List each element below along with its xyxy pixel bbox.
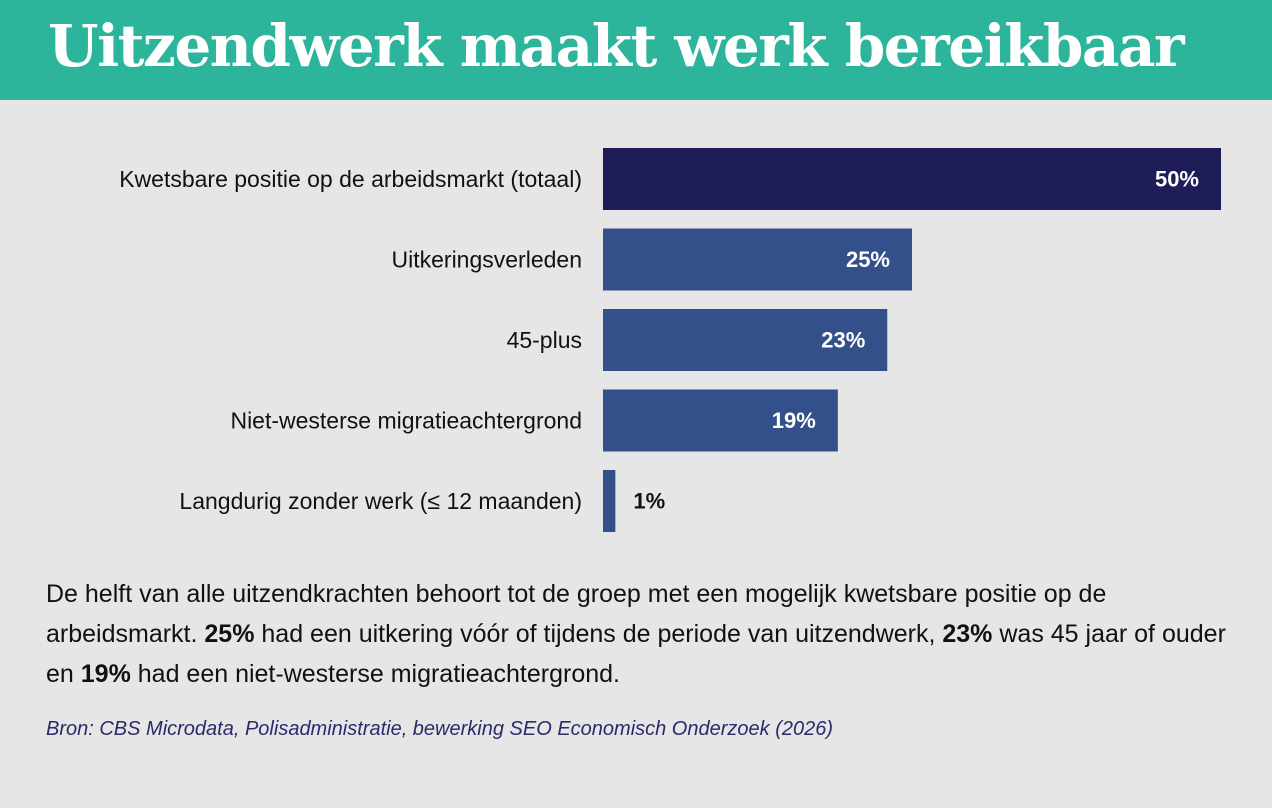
title-banner: Uitzendwerk maakt werk bereikbaar [0,0,1272,100]
value-label-5: 1% [633,489,665,514]
bar-2 [603,228,912,291]
description-part-3: was 45 jaar of ouder en [46,620,1226,688]
category-label-5: Langdurig zonder werk (≤ 12 maanden) [179,488,582,514]
source-note: Bron: CBS Microdata, Polisadministratie,… [46,718,834,740]
description-bold-2: 23% [942,620,993,648]
category-label-3: 45-plus [507,327,582,353]
bar-3 [603,309,888,371]
category-label-2: Uitkeringsverleden [392,247,582,273]
value-label-1: 50% [1155,167,1199,192]
bar-5 [603,470,616,532]
category-label-1: Kwetsbare positie op de arbeidsmarkt (to… [119,166,582,192]
bar-1 [603,148,1221,210]
description-bold-3: 19% [80,660,131,688]
description-part-4: had een niet-westerse migratieachtergron… [130,660,620,688]
value-label-4: 19% [772,408,816,433]
bar-chart: Kwetsbare positie op de arbeidsmarkt (to… [119,148,1221,532]
description-part-2: had een uitkering vóór of tijdens de per… [254,620,943,648]
chart-title: Uitzendwerk maakt werk bereikbaar [48,12,1185,80]
bar-4 [603,389,838,452]
description-text: De helft van alle uitzendkrachten behoor… [46,574,1236,694]
description-part-1: De helft van alle uitzendkrachten behoor… [46,580,1107,648]
description-bold-1: 25% [204,620,255,648]
value-label-2: 25% [846,247,890,272]
value-label-3: 23% [821,328,865,353]
category-label-4: Niet-westerse migratieachtergrond [230,408,582,434]
